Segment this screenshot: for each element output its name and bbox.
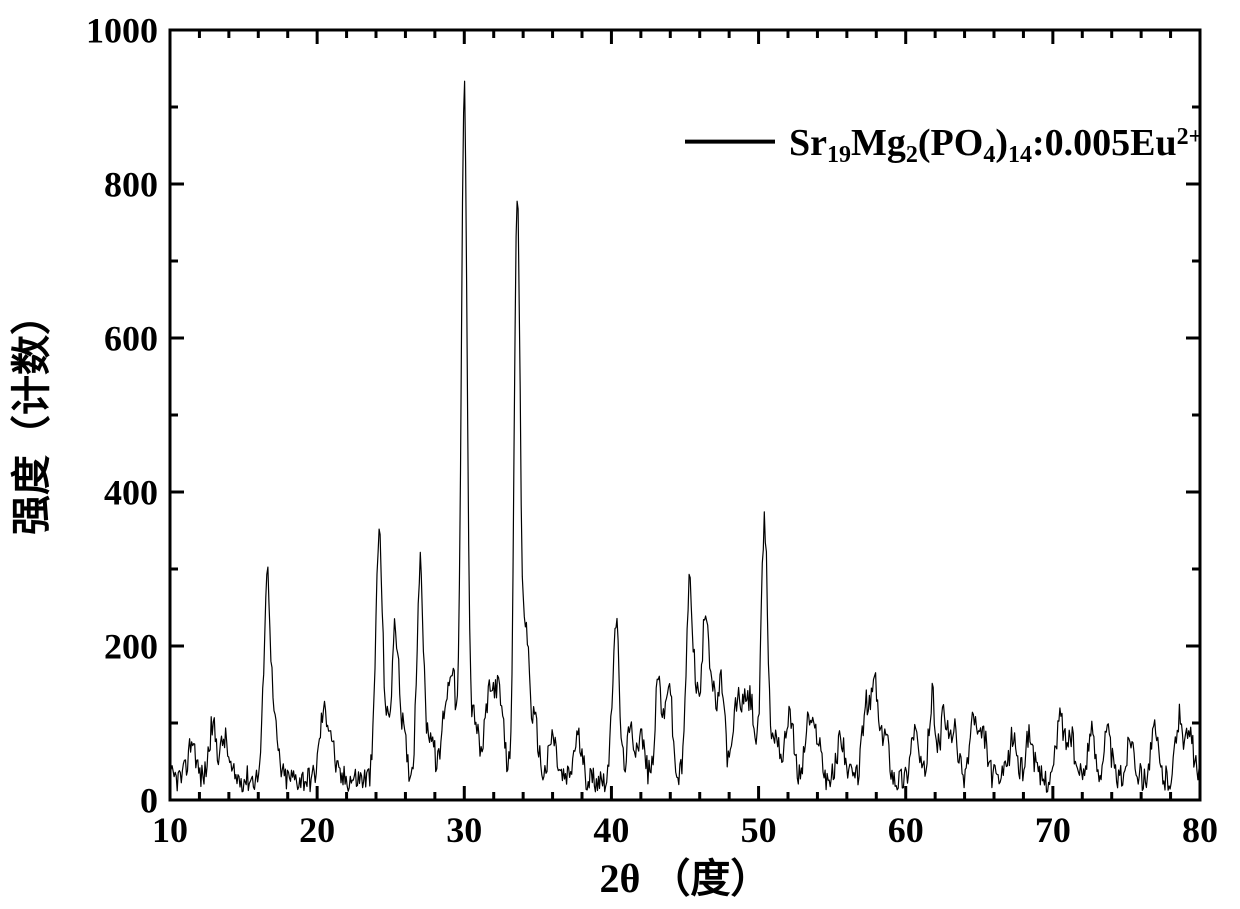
chart-svg: 1020304050607080020040060080010002θ （度）强… bbox=[0, 0, 1240, 909]
y-tick-label: 1000 bbox=[86, 11, 158, 51]
x-tick-label: 50 bbox=[741, 810, 777, 850]
y-tick-label: 400 bbox=[104, 473, 158, 513]
y-tick-label: 0 bbox=[140, 781, 158, 821]
x-tick-label: 60 bbox=[888, 810, 924, 850]
x-axis-label: 2θ （度） bbox=[600, 856, 771, 901]
x-tick-label: 80 bbox=[1182, 810, 1218, 850]
x-tick-label: 70 bbox=[1035, 810, 1071, 850]
y-axis-label: 强度（计数） bbox=[9, 295, 54, 535]
y-tick-label: 800 bbox=[104, 165, 158, 205]
x-tick-label: 30 bbox=[446, 810, 482, 850]
x-tick-label: 20 bbox=[299, 810, 335, 850]
xrd-chart: 1020304050607080020040060080010002θ （度）强… bbox=[0, 0, 1240, 909]
y-tick-label: 200 bbox=[104, 627, 158, 667]
y-tick-label: 600 bbox=[104, 319, 158, 359]
x-tick-label: 40 bbox=[593, 810, 629, 850]
legend-label: Sr19Mg2(PO4)14:0.005Eu2+ bbox=[789, 122, 1202, 168]
